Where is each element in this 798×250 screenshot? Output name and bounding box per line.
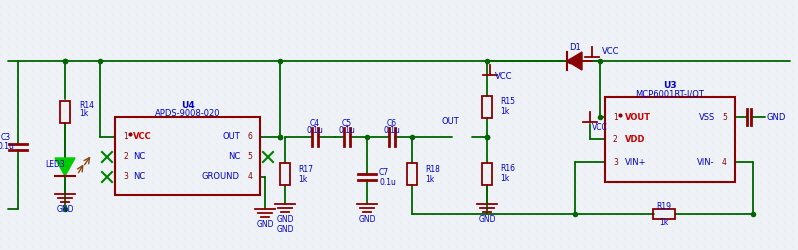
Text: 1k: 1k [425, 175, 434, 184]
Text: 1: 1 [123, 132, 128, 141]
Text: R16: R16 [500, 164, 515, 173]
Text: NC: NC [133, 152, 145, 161]
Text: VCC: VCC [592, 123, 608, 132]
Text: 6: 6 [247, 132, 252, 141]
Bar [605, 98, 735, 182]
Text: R17: R17 [298, 165, 313, 174]
Text: VIN-: VIN- [697, 158, 715, 167]
Text: VCC: VCC [495, 72, 512, 81]
Bar [407, 163, 417, 185]
Text: 0.1u: 0.1u [0, 142, 14, 151]
Text: 4: 4 [722, 158, 727, 167]
Text: VIN+: VIN+ [625, 158, 646, 167]
Text: GND: GND [276, 224, 294, 234]
Text: 1k: 1k [298, 175, 307, 184]
Text: 0.1u: 0.1u [384, 126, 401, 135]
Text: 3: 3 [123, 172, 128, 181]
Text: APDS-9008-020: APDS-9008-020 [155, 109, 220, 118]
Text: C3: C3 [1, 133, 11, 142]
Text: 5: 5 [722, 113, 727, 122]
Text: 1: 1 [613, 113, 618, 122]
Text: 3: 3 [613, 158, 618, 167]
Text: 5: 5 [247, 152, 252, 161]
Text: OUT: OUT [442, 117, 460, 126]
Text: 1k: 1k [500, 174, 509, 183]
Text: C4: C4 [310, 119, 320, 128]
Text: MCP6001RT-I/OT: MCP6001RT-I/OT [635, 89, 705, 98]
Bar [60, 102, 70, 124]
Text: 0.1u: 0.1u [379, 178, 396, 187]
Text: 4: 4 [247, 172, 252, 181]
Bar [653, 209, 675, 219]
Text: D1: D1 [569, 42, 581, 51]
Text: U3: U3 [663, 81, 677, 90]
Text: GROUND: GROUND [202, 172, 240, 181]
Text: LED3: LED3 [45, 160, 65, 169]
Text: 2: 2 [613, 135, 618, 144]
Text: VDD: VDD [625, 135, 646, 144]
Text: GND: GND [56, 205, 73, 214]
Text: R15: R15 [500, 97, 515, 106]
Text: 0.1u: 0.1u [338, 126, 355, 135]
Text: NC: NC [133, 172, 145, 181]
Text: GND: GND [767, 113, 786, 122]
Bar [482, 163, 492, 185]
Polygon shape [55, 158, 75, 176]
Text: 1k: 1k [500, 107, 509, 116]
Text: GND: GND [478, 215, 496, 224]
Text: R18: R18 [425, 165, 440, 174]
Text: 2: 2 [123, 152, 128, 161]
Text: C7: C7 [379, 168, 389, 177]
Text: GND: GND [276, 215, 294, 224]
Bar [280, 163, 290, 185]
Text: 1k: 1k [659, 218, 669, 226]
Text: NC: NC [227, 152, 240, 161]
Text: C5: C5 [342, 119, 352, 128]
Polygon shape [567, 53, 582, 71]
Text: U4: U4 [180, 101, 195, 110]
Text: 0.1u: 0.1u [306, 126, 323, 135]
Text: R14: R14 [79, 101, 94, 110]
Text: C6: C6 [387, 119, 397, 128]
Bar [482, 96, 492, 118]
Text: VSS: VSS [699, 113, 715, 122]
Text: VCC: VCC [133, 132, 152, 141]
Text: GND: GND [256, 220, 274, 228]
Text: OUT: OUT [223, 132, 240, 141]
Text: GND: GND [358, 215, 376, 224]
Text: VOUT: VOUT [625, 113, 651, 122]
Text: R19: R19 [657, 202, 671, 211]
Bar [115, 118, 260, 195]
Text: VCC: VCC [602, 47, 619, 56]
Text: 1k: 1k [79, 109, 89, 118]
